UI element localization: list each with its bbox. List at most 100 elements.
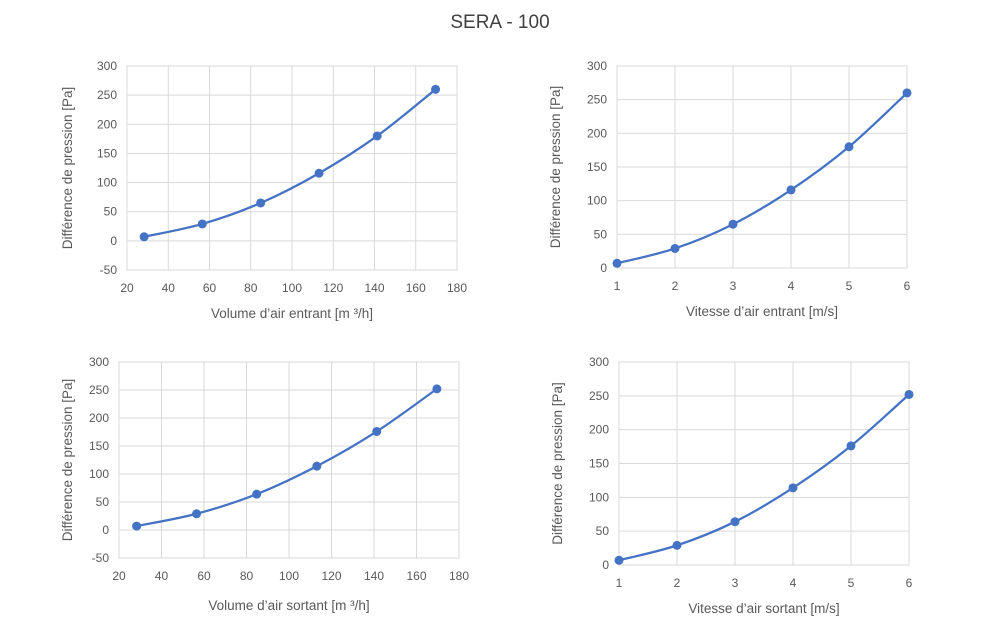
- y-tick-label: 250: [89, 383, 109, 397]
- data-point: [314, 168, 324, 178]
- y-tick-label: 300: [587, 59, 607, 73]
- series-line: [143, 88, 437, 238]
- x-tick-label: 5: [848, 576, 855, 590]
- y-tick-label: 250: [587, 93, 607, 107]
- x-tick-label: 40: [155, 569, 169, 583]
- y-tick-label: 200: [589, 423, 609, 437]
- x-tick-label: 100: [282, 281, 302, 295]
- x-tick-label: 4: [790, 576, 797, 590]
- data-point: [672, 540, 682, 550]
- y-tick-label: 150: [89, 439, 109, 453]
- data-point: [256, 198, 266, 208]
- data-point: [786, 185, 796, 195]
- data-point: [132, 521, 142, 531]
- x-tick-label: 180: [447, 281, 467, 295]
- y-tick-label: 300: [89, 355, 109, 369]
- x-tick-label: 80: [244, 281, 258, 295]
- data-point: [139, 232, 149, 242]
- x-tick-label: 140: [364, 569, 384, 583]
- x-tick-label: 3: [730, 279, 737, 293]
- chart-main-title: SERA - 100: [450, 12, 550, 33]
- chart-vitesse-entrant: 0 50 100 150 200 250 300 1 2 3 4 5 6 Vitesse d’air en…: [548, 59, 912, 319]
- x-tick-label: 4: [788, 279, 795, 293]
- y-tick-label: 200: [89, 411, 109, 425]
- y-tick-label: 50: [104, 205, 118, 219]
- data-point: [372, 426, 382, 436]
- x-axis-title: Vitesse d’air entrant [m/s]: [686, 304, 838, 319]
- y-tick-label: 200: [97, 117, 117, 131]
- y-axis-title: Différence de pression [Pa]: [60, 87, 75, 250]
- data-point: [192, 509, 202, 519]
- y-tick-label: 50: [596, 524, 610, 538]
- x-tick-label: 100: [279, 569, 299, 583]
- x-tick-label: 1: [614, 279, 621, 293]
- y-tick-label: -50: [92, 551, 110, 565]
- data-point: [902, 88, 912, 98]
- y-axis-title: Différence de pression [Pa]: [548, 86, 563, 249]
- y-tick-label: 100: [97, 176, 117, 190]
- y-tick-label: 150: [589, 457, 609, 471]
- y-tick-label: 0: [600, 261, 607, 275]
- y-tick-label: 100: [89, 467, 109, 481]
- x-tick-label: 2: [672, 279, 679, 293]
- series-line: [136, 387, 438, 528]
- data-point: [614, 555, 624, 565]
- x-tick-label: 160: [406, 281, 426, 295]
- y-tick-label: 50: [594, 227, 608, 241]
- data-point: [728, 219, 738, 229]
- data-point: [730, 517, 740, 527]
- x-tick-label: 80: [240, 569, 254, 583]
- data-point: [197, 219, 207, 229]
- y-tick-label: 300: [589, 355, 609, 369]
- y-tick-label: 100: [589, 490, 609, 504]
- x-tick-label: 2: [674, 576, 681, 590]
- y-tick-label: 0: [102, 523, 109, 537]
- x-tick-label: 6: [904, 279, 911, 293]
- y-tick-label: 0: [602, 558, 609, 572]
- x-tick-label: 60: [203, 281, 217, 295]
- x-tick-label: 3: [732, 576, 739, 590]
- x-tick-label: 5: [846, 279, 853, 293]
- y-tick-label: 250: [97, 88, 117, 102]
- x-tick-label: 160: [406, 569, 426, 583]
- y-tick-label: -50: [100, 263, 118, 277]
- y-tick-label: 150: [97, 146, 117, 160]
- data-point: [372, 131, 382, 141]
- x-tick-label: 120: [321, 569, 341, 583]
- y-tick-label: 250: [589, 389, 609, 403]
- y-tick-label: 150: [587, 160, 607, 174]
- data-point: [252, 489, 262, 499]
- chart-volume-entrant: -50 0 50 100 150 200 250 300 20 40 60 80 100 120 140 16…: [60, 59, 467, 321]
- x-axis-title: Volume d’air sortant [m ³/h]: [208, 598, 369, 613]
- y-tick-label: 100: [587, 194, 607, 208]
- y-tick-label: 300: [97, 59, 117, 73]
- x-tick-label: 1: [616, 576, 623, 590]
- y-axis-title: Différence de pression [Pa]: [60, 379, 75, 542]
- data-point: [432, 384, 442, 394]
- x-tick-label: 120: [323, 281, 343, 295]
- x-tick-label: 20: [112, 569, 126, 583]
- data-point: [431, 84, 441, 94]
- data-point: [612, 258, 622, 268]
- chart-volume-sortant: -50 0 50 100 150 200 250 300 20 40 60 80 100 120 140 16…: [60, 355, 469, 613]
- x-tick-label: 6: [906, 576, 913, 590]
- y-tick-label: 0: [110, 234, 117, 248]
- data-point: [312, 461, 322, 471]
- series-line: [616, 92, 908, 265]
- x-tick-label: 60: [197, 569, 211, 583]
- y-tick-label: 50: [96, 495, 110, 509]
- x-axis-title: Vitesse d’air sortant [m/s]: [688, 601, 839, 616]
- y-tick-label: 200: [587, 126, 607, 140]
- chart-vitesse-sortant: 0 50 100 150 200 250 300 1 2 3 4 5 6 Vitesse d’air so…: [550, 355, 914, 616]
- data-point: [846, 441, 856, 451]
- x-tick-label: 180: [449, 569, 469, 583]
- x-tick-label: 20: [120, 281, 134, 295]
- data-point: [670, 243, 680, 253]
- data-point: [904, 389, 914, 399]
- x-tick-label: 140: [364, 281, 384, 295]
- x-axis-title: Volume d’air entrant [m ³/h]: [211, 306, 373, 321]
- data-point: [788, 483, 798, 493]
- x-tick-label: 40: [162, 281, 176, 295]
- data-point: [844, 142, 854, 152]
